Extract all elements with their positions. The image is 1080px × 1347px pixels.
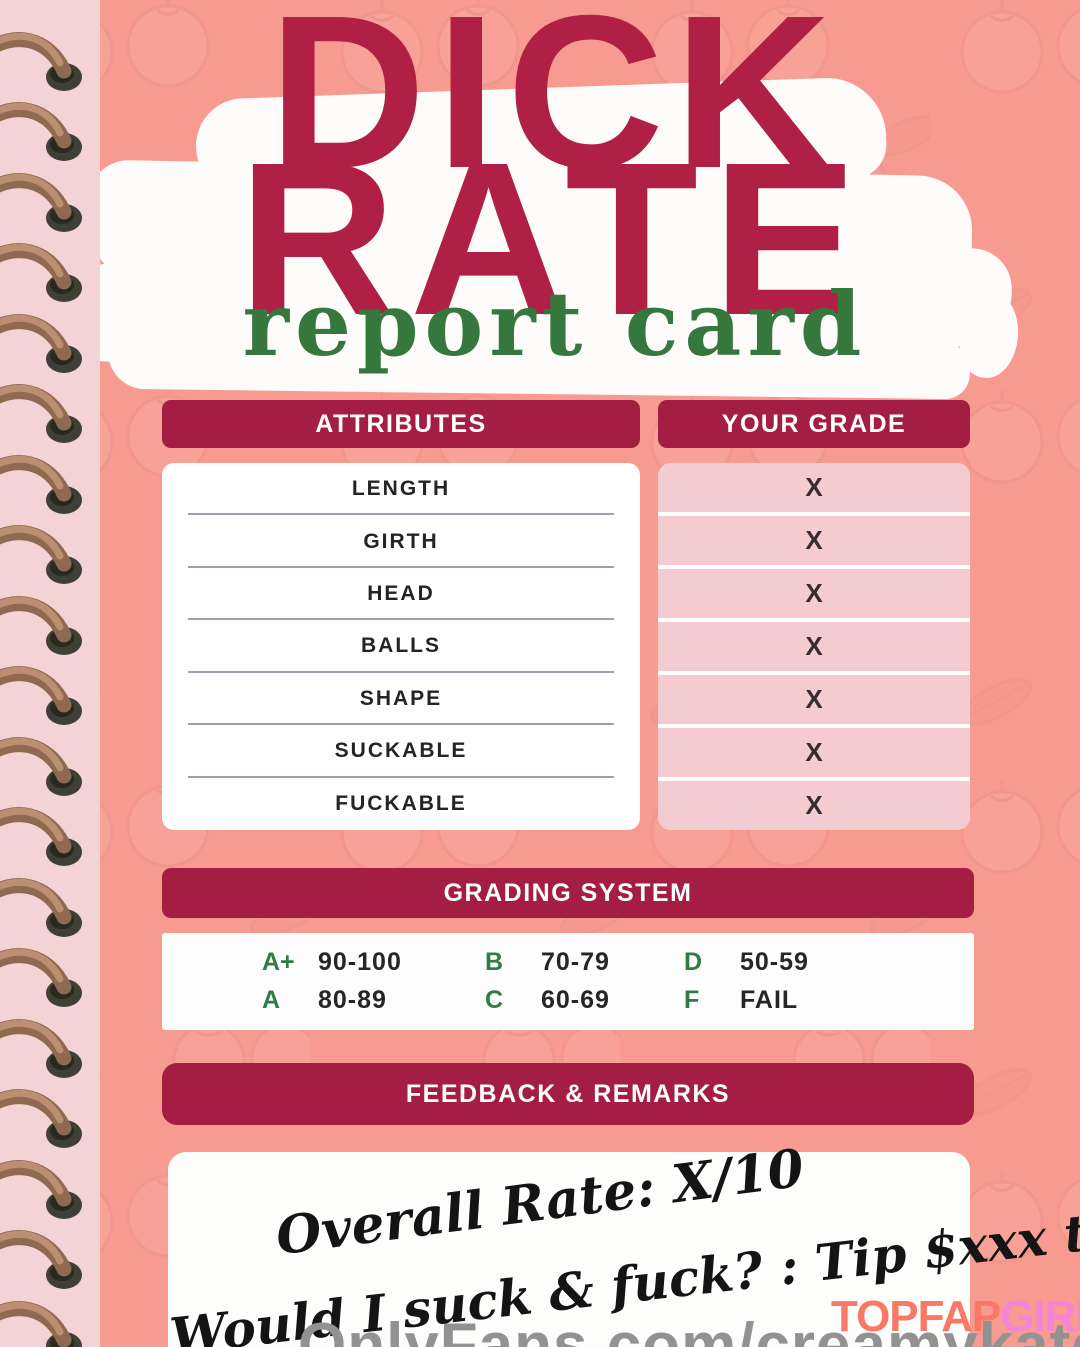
- grading-item: A+ 90-100: [262, 948, 485, 977]
- page-title-line2: RATE: [238, 118, 872, 361]
- grade-letter: B: [485, 948, 504, 976]
- attributes-panel: LENGTH GIRTH HEAD BALLS SHAPE SUCKABLE F…: [162, 463, 640, 830]
- watermark: TOPFAPGIRLS: [831, 1292, 1080, 1342]
- grade-letter: C: [485, 986, 504, 1014]
- attribute-row: FUCKABLE: [335, 791, 467, 815]
- grade-cell: X: [658, 569, 970, 618]
- grading-row: A 80-89 C 60-69 F FAIL: [162, 986, 974, 1015]
- grading-system-header-bar: GRADING SYSTEM: [162, 868, 974, 918]
- grade-range: 60-69: [541, 986, 610, 1014]
- onlyfans-handle-text: OnlyFans.com/creamykateyo: [298, 1311, 1080, 1347]
- grade-cell: X: [658, 622, 970, 671]
- grading-item: F FAIL: [684, 986, 974, 1015]
- grade-cell: X: [658, 463, 970, 512]
- your-grade-header-bar: YOUR GRADE: [658, 400, 970, 448]
- grade-letter: F: [684, 986, 700, 1014]
- grading-system-panel: A+ 90-100 B 70-79 D 50-59 A 80-89 C 60-6…: [162, 933, 974, 1030]
- attribute-row: SHAPE: [162, 673, 640, 726]
- page-title-line1: DICK: [268, 0, 842, 214]
- watermark-part1: TOPFAP: [831, 1292, 1001, 1341]
- feedback-header-bar: FEEDBACK & REMARKS: [162, 1063, 974, 1125]
- grade-letter: A: [262, 986, 281, 1014]
- attribute-row: HEAD: [162, 568, 640, 621]
- spiral-binding-icon: [0, 0, 130, 1347]
- grade-letter: A+: [262, 948, 295, 976]
- attribute-row: LENGTH: [162, 463, 640, 516]
- attributes-header-bar: ATTRIBUTES: [162, 400, 640, 448]
- grading-item: D 50-59: [684, 948, 974, 977]
- grade-panel: X X X X X X X: [658, 463, 970, 830]
- watermark-part2: GIRLS: [1000, 1292, 1080, 1341]
- grade-cell: X: [658, 675, 970, 724]
- attribute-row: GIRTH: [162, 515, 640, 569]
- attribute-row: SUCKABLE: [162, 725, 640, 778]
- grade-range: 70-79: [541, 948, 610, 976]
- grade-cell: X: [658, 728, 970, 777]
- grade-cell: X: [658, 516, 970, 565]
- attribute-row: BALLS: [162, 620, 640, 674]
- grading-row: A+ 90-100 B 70-79 D 50-59: [162, 948, 974, 977]
- page-subtitle: report card: [242, 272, 868, 376]
- grading-item: B 70-79: [485, 948, 684, 977]
- grade-cell: X: [658, 781, 970, 830]
- grading-item: A 80-89: [262, 986, 485, 1015]
- grade-range: 80-89: [318, 986, 387, 1014]
- grade-range: 90-100: [318, 948, 402, 976]
- grading-item: C 60-69: [485, 986, 684, 1015]
- grade-range: FAIL: [740, 986, 799, 1014]
- feedback-panel: [168, 1152, 970, 1347]
- grade-range: 50-59: [740, 948, 809, 976]
- grade-letter: D: [684, 948, 703, 976]
